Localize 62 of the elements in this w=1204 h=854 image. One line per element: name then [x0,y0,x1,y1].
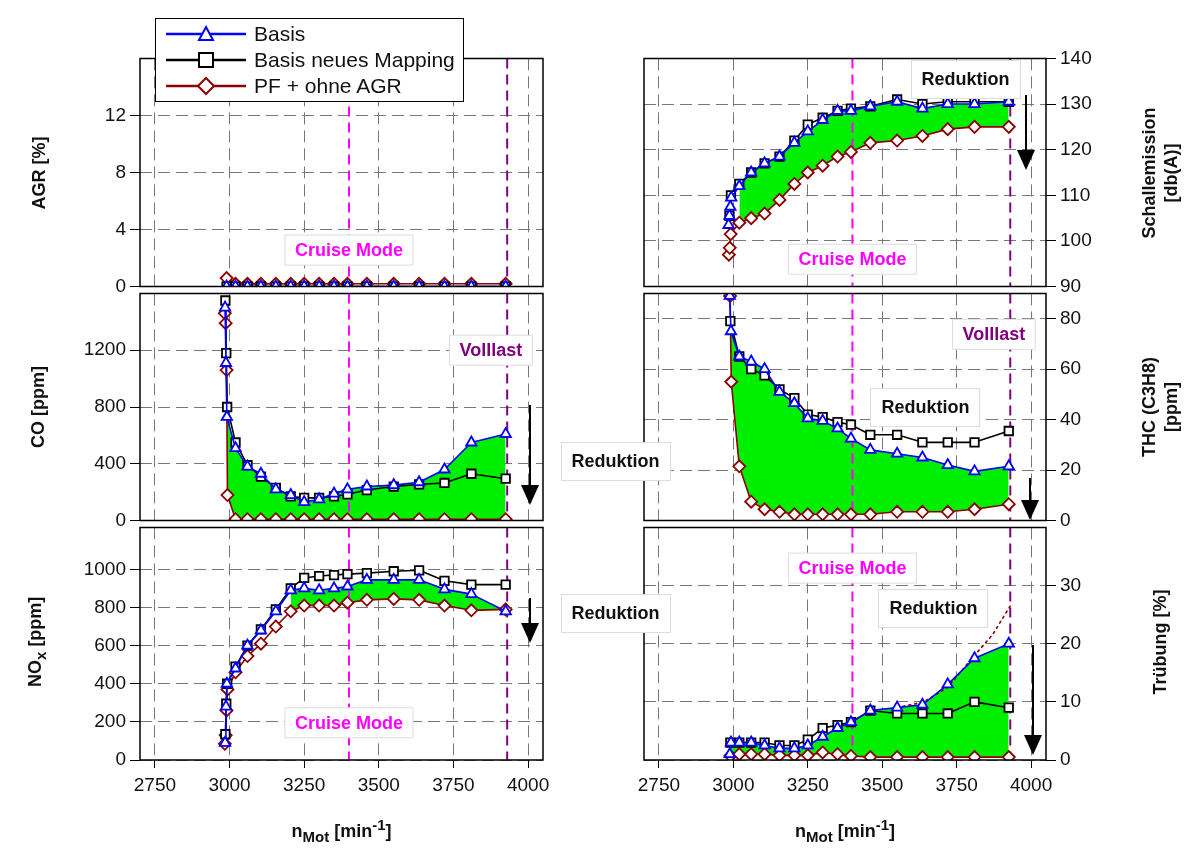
y-axis-title: Trübung [%] [1149,588,1171,697]
legend-label: Basis [254,22,306,46]
y-tick-label: 0 [1060,508,1071,530]
y-axis-title: Schallemission [db(A)] [1138,105,1182,241]
y-tick-label: 200 [94,710,126,732]
y-tick-label: 140 [1060,46,1092,68]
annotation: Reduktion [878,589,989,629]
y-axis-title: CO [ppm] [27,365,49,450]
x-axis-title: n$_{Mot}$ [min$^{-1}$] [290,816,393,845]
y-tick-label: 100 [1060,229,1092,251]
y-tick-label: 400 [94,671,126,693]
x-tick-label: 3000 [208,773,251,795]
x-tick-label: 3250 [786,773,829,795]
x-tick-label: 3250 [283,773,326,795]
y-tick-label: 120 [1060,137,1092,159]
y-axis-title: THC (C3H8) [ppm] [1138,356,1182,459]
y-tick-label: 90 [1060,274,1082,296]
y-tick-label: 0 [115,748,126,770]
y-tick-label: 1200 [83,338,126,360]
x-tick-label: 3500 [357,773,400,795]
y-axis-title: AGR [%] [27,135,49,211]
y-tick-label: 110 [1060,183,1091,205]
y-tick-label: 30 [1060,573,1082,595]
y-tick-label: 20 [1060,458,1082,480]
ref-line-label: Cruise Mode [294,712,403,733]
y-tick-label: 80 [1060,306,1082,328]
y-tick-label: 400 [94,452,126,474]
annotation: Reduktion [560,442,671,482]
y-tick-label: 8 [115,160,126,182]
y-tick-label: 130 [1060,92,1092,114]
x-tick-label: 2750 [133,773,177,795]
x-tick-label: 4000 [1009,773,1053,795]
annotation: Reduktion [870,387,981,427]
legend-label: PF + ohne AGR [254,74,402,98]
y-tick-label: 0 [1060,748,1071,770]
x-tick-label: 3750 [432,773,475,795]
y-tick-label: 60 [1060,357,1082,379]
x-tick-label: 3500 [861,773,904,795]
annotation: Reduktion [560,594,671,634]
y-tick-label: 0 [115,274,126,296]
y-tick-label: 10 [1060,690,1082,712]
y-tick-label: 800 [94,595,126,617]
x-tick-label: 3000 [712,773,755,795]
x-axis-title: n$_{Mot}$ [min$^{-1}$] [794,816,896,845]
y-tick-label: 20 [1060,631,1082,653]
y-tick-label: 1000 [83,557,126,579]
ref-line-label: Volllast [459,340,523,361]
y-tick-label: 4 [115,217,127,239]
y-tick-label: 800 [94,395,126,417]
ref-line-label: Volllast [962,324,1026,345]
y-tick-label: 40 [1060,407,1082,429]
legend-label: Basis neues Mapping [254,48,455,72]
y-tick-label: 12 [104,103,126,125]
x-tick-label: 2750 [637,773,681,795]
ref-line-label: Cruise Mode [798,249,907,270]
annotation: Reduktion [910,60,1021,100]
y-tick-label: 0 [115,508,126,530]
ref-line-label: Cruise Mode [798,558,907,579]
x-tick-label: 3750 [935,773,978,795]
ref-line-label: Cruise Mode [294,240,403,261]
y-tick-label: 600 [94,633,126,655]
x-tick-label: 4000 [506,773,550,795]
